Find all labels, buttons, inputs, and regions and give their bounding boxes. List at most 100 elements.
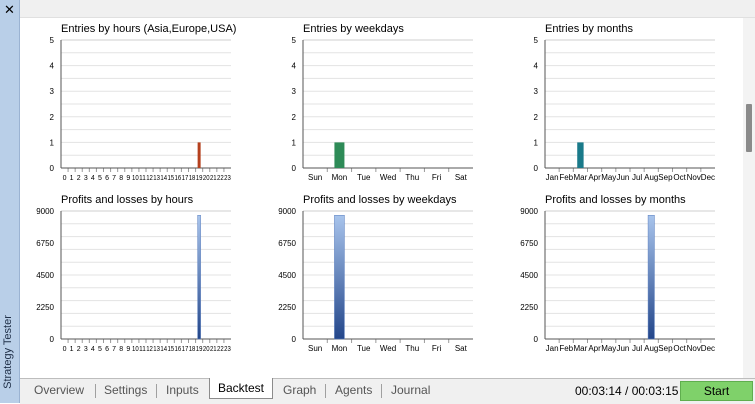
chart-5-y-tick-label: 6750	[278, 239, 296, 248]
chart-1-x-tick-label: 5	[98, 175, 102, 182]
chart-2-y-tick-label: 0	[292, 164, 297, 173]
chart-3-y-tick-label: 1	[534, 138, 539, 147]
chart-1-y-tick-label: 0	[50, 164, 55, 173]
chart-6-x-tick-label: Jan	[546, 344, 559, 353]
chart-2-y-tick-label: 4	[292, 62, 297, 71]
tab-inputs[interactable]: Inputs	[166, 383, 199, 397]
chart-4-x-tick-label: 6	[105, 346, 109, 353]
chart-5-x-tick-label: Wed	[380, 344, 396, 353]
chart-1-x-tick-label: 21	[210, 175, 217, 182]
chart-2-x-tick-label: Fri	[432, 173, 442, 182]
chart-3-x-tick-label: Oct	[673, 173, 686, 182]
chart-2-y-tick-label: 3	[292, 87, 297, 96]
chart-1-x-tick-label: 9	[126, 175, 130, 182]
chart-2-x-tick-label: Tue	[357, 173, 371, 182]
chart-4-title: Profits and losses by hours	[61, 194, 194, 206]
chart-1-x-tick-label: 16	[175, 175, 182, 182]
chart-1-x-tick-label: 17	[182, 175, 189, 182]
chart-4-x-tick-label: 12	[146, 346, 153, 353]
chart-1-x-tick-label: 23	[224, 175, 231, 182]
tab-graph[interactable]: Graph	[283, 383, 317, 397]
chart-6-x-tick-label: Feb	[559, 344, 573, 353]
chart-4-x-tick-label: 23	[224, 346, 231, 353]
chart-4-y-tick-label: 2250	[36, 303, 54, 312]
chart-3-x-tick-label: Mar	[574, 173, 588, 182]
chart-1-x-tick-label: 20	[203, 175, 210, 182]
chart-3-x-tick-label: Feb	[559, 173, 573, 182]
tab-agents[interactable]: Agents	[335, 383, 373, 397]
chart-5-y-tick-label: 0	[292, 335, 297, 344]
chart-4-x-tick-label: 17	[182, 346, 189, 353]
chart-2-x-tick-label: Sun	[308, 173, 322, 182]
chart-5-y-tick-label: 2250	[278, 303, 296, 312]
close-icon[interactable]: ✕	[4, 2, 15, 17]
chart-4-x-tick-label: 20	[203, 346, 210, 353]
chart-6-x-tick-label: Dec	[701, 344, 715, 353]
chart-1-x-tick-label: 10	[132, 175, 139, 182]
tab-separator	[381, 384, 382, 398]
chart-3-y-tick-label: 4	[534, 62, 539, 71]
chart-4-x-tick-label: 3	[84, 346, 88, 353]
chart-1-x-tick-label: 19	[196, 175, 203, 182]
chart-1-bar-19	[197, 142, 201, 168]
chart-4-x-tick-label: 2	[77, 346, 81, 353]
chart-3-x-tick-label: Sep	[658, 173, 673, 182]
chart-6-y-tick-label: 4500	[520, 271, 538, 280]
chart-3-x-tick-label: May	[601, 173, 616, 182]
chart-3-x-tick-label: Jan	[546, 173, 559, 182]
chart-3-x-tick-label: Aug	[644, 173, 658, 182]
chart-4-x-tick-label: 5	[98, 346, 102, 353]
vertical-scrollbar[interactable]	[743, 18, 755, 378]
chart-4-x-tick-label: 14	[160, 346, 167, 353]
chart-5-x-tick-label: Sat	[455, 344, 468, 353]
bottom-tab-bar: Overview Settings Inputs Backtest Graph …	[20, 378, 755, 404]
chart-2-x-tick-label: Sat	[455, 173, 468, 182]
report-area: Entries by hours (Asia,Europe,USA) 0 1 2 3 4 5…	[20, 18, 742, 378]
chart-3-title: Entries by months	[545, 23, 634, 35]
chart-3-x-tick-label: Apr	[588, 173, 601, 182]
tab-separator	[325, 384, 326, 398]
chart-1-y-tick-label: 5	[50, 36, 55, 45]
chart-4-x-tick-label: 4	[91, 346, 95, 353]
start-button[interactable]: Start	[680, 381, 753, 401]
chart-6-y-tick-label: 6750	[520, 239, 538, 248]
chart-4-x-tick-label: 1	[70, 346, 74, 353]
chart-6-y-tick-label: 0	[534, 335, 539, 344]
chart-4-x-tick-label: 8	[119, 346, 123, 353]
chart-6-title: Profits and losses by months	[545, 194, 686, 206]
chart-4-x-tick-label: 15	[167, 346, 174, 353]
chart-6-x-tick-label: Jun	[616, 344, 629, 353]
chart-2-x-tick-label: Mon	[332, 173, 348, 182]
chart-1-x-tick-label: 1	[70, 175, 74, 182]
chart-1-y-tick-label: 1	[50, 138, 55, 147]
chart-2-x-tick-label: Thu	[405, 173, 419, 182]
chart-1-x-tick-label: 8	[119, 175, 123, 182]
chart-2-y-tick-label: 1	[292, 138, 297, 147]
chart-1-x-tick-label: 11	[139, 175, 146, 182]
chart-2-bar-Mon	[334, 142, 345, 168]
chart-3-bar-Mar	[577, 142, 584, 168]
tab-journal[interactable]: Journal	[391, 383, 431, 397]
chart-3-x-tick-label: Jun	[616, 173, 629, 182]
chart-6-bar-Aug	[647, 215, 655, 340]
chart-6-y-tick-label: 9000	[520, 207, 538, 216]
tab-overview[interactable]: Overview	[34, 383, 85, 397]
chart-3-y-tick-label: 3	[534, 87, 539, 96]
chart-1-x-tick-label: 4	[91, 175, 95, 182]
chart-2-x-tick-label: Wed	[380, 173, 396, 182]
tab-backtest[interactable]: Backtest	[209, 378, 274, 399]
tab-separator	[156, 384, 157, 398]
scrollbar-thumb[interactable]	[746, 104, 752, 152]
chart-6-x-tick-label: Mar	[574, 344, 588, 353]
chart-5-x-tick-label: Sun	[308, 344, 322, 353]
chart-5-x-tick-label: Thu	[405, 344, 419, 353]
chart-6-x-tick-label: Jul	[632, 344, 642, 353]
chart-4-x-tick-label: 18	[189, 346, 196, 353]
chart-6-y-tick-label: 2250	[520, 303, 538, 312]
tab-settings[interactable]: Settings	[104, 383, 148, 397]
chart-4-x-tick-label: 19	[196, 346, 203, 353]
chart-4-y-tick-label: 4500	[36, 271, 54, 280]
chart-4-x-tick-label: 10	[132, 346, 139, 353]
chart-1-x-tick-label: 13	[153, 175, 160, 182]
strategy-tester-sidebar: ✕ Strategy Tester	[0, 0, 20, 403]
